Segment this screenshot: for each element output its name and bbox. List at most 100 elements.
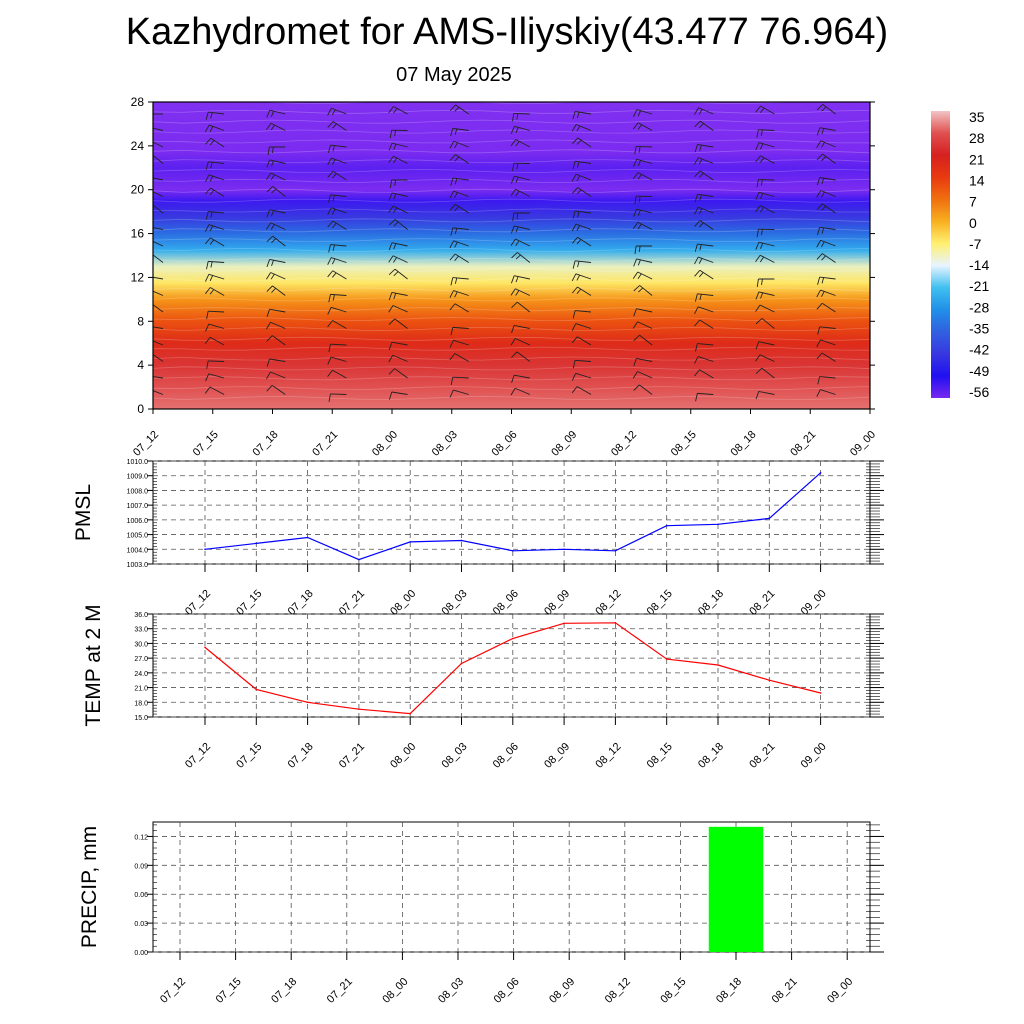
wind-barb (450, 277, 469, 286)
data-point (204, 548, 206, 551)
wind-barb (388, 219, 408, 230)
y-tick-label: 15.0 (134, 715, 148, 722)
wind-barb (388, 305, 408, 313)
x-tick-label: 08_09 (547, 976, 577, 1006)
wind-barb (571, 286, 592, 296)
wind-barb (633, 258, 653, 267)
data-point (306, 701, 309, 704)
x-tick-label: 08_06 (490, 429, 520, 459)
wind-barb (816, 389, 836, 397)
x-tick-label: 07_15 (214, 976, 244, 1006)
y-tick-label: 33.0 (134, 627, 148, 634)
wind-barb (572, 111, 592, 120)
wind-barb (205, 373, 225, 382)
wind-barb (204, 124, 225, 133)
wind-barb (571, 223, 592, 232)
contour-line (153, 317, 870, 322)
colorbar-label: 0 (969, 215, 977, 231)
wind-barb (632, 221, 653, 230)
x-tick-label: 08_09 (549, 429, 579, 459)
wind-barb (204, 174, 225, 183)
wind-barb (205, 111, 225, 120)
y-tick-label: 16 (131, 227, 145, 241)
wind-barb (266, 285, 286, 296)
wind-barb (572, 260, 592, 269)
wind-barb (755, 241, 775, 250)
wind-barb (694, 120, 714, 131)
data-point (563, 548, 565, 551)
x-tick-label: 08_15 (658, 976, 688, 1006)
temperature-field (153, 102, 870, 409)
contour-line (153, 297, 870, 302)
wind-barb (634, 145, 653, 155)
wind-barb (816, 190, 836, 198)
wind-barb (695, 392, 714, 402)
wind-barb (755, 105, 775, 115)
colorbar-label: 21 (969, 151, 985, 167)
wind-barb (327, 356, 347, 365)
wind-barb (153, 227, 164, 230)
wind-barb (266, 384, 286, 395)
data-point (460, 662, 463, 665)
wind-barb (206, 310, 225, 320)
x-tick-label: 08_18 (696, 588, 726, 618)
x-tick-label: 07_18 (286, 588, 316, 618)
wind-barb (449, 190, 469, 199)
y-tick-label: 24 (131, 139, 145, 153)
wind-barb (449, 290, 469, 298)
x-tick-label: 08_09 (542, 741, 572, 771)
wind-barb (632, 371, 653, 379)
wind-barb (571, 336, 592, 346)
wind-barb (153, 376, 164, 379)
warm-spot (475, 362, 787, 409)
wind-barb (450, 127, 469, 137)
y-axis-label: TEMP at 2 M (82, 604, 105, 726)
x-tick-label: 07_18 (286, 741, 316, 771)
wind-barb (755, 341, 775, 350)
data-point (665, 524, 668, 527)
wind-barb (571, 236, 592, 247)
wind-barb (755, 142, 775, 151)
wind-barb (449, 303, 469, 313)
wind-barb (153, 304, 164, 313)
x-tick-label: 08_00 (388, 588, 418, 618)
wind-barb (632, 122, 653, 131)
wind-barb (388, 142, 408, 151)
wind-barb (510, 188, 531, 197)
wind-barb (153, 113, 163, 115)
contour-line (153, 139, 870, 144)
data-point (358, 708, 360, 710)
wind-barb (328, 293, 347, 303)
colorbar-label: -28 (969, 299, 989, 315)
x-tick-label: 09_00 (799, 741, 829, 771)
data-point (255, 688, 258, 691)
wind-barb (817, 226, 836, 236)
wind-barb (328, 244, 347, 253)
wind-barb (694, 170, 714, 181)
data-point (819, 692, 822, 694)
wind-barb (204, 287, 225, 296)
wind-barb (327, 207, 347, 216)
wind-barb (510, 139, 531, 148)
x-tick-label: 08_09 (542, 588, 572, 618)
wind-barb (388, 341, 408, 350)
wind-barb (571, 173, 592, 182)
wind-barb (816, 104, 836, 115)
wind-barb (153, 127, 164, 131)
x-tick-label: 08_06 (491, 741, 521, 771)
wind-barb (816, 153, 836, 164)
colorbar-label: 35 (969, 109, 985, 125)
wind-barb (571, 372, 592, 381)
wind-barb (327, 320, 347, 329)
x-tick-label: 07_12 (183, 588, 213, 618)
x-tick-label: 07_15 (234, 741, 264, 771)
wind-barb (633, 358, 653, 367)
wind-barb (634, 245, 653, 254)
wind-barb (694, 107, 714, 115)
x-tick-label: 09_00 (848, 429, 878, 459)
contour-line (153, 366, 870, 371)
x-tick-label: 08_03 (440, 588, 470, 618)
wind-barb (449, 389, 469, 398)
wind-barb (510, 225, 530, 234)
x-tick-label: 08_00 (380, 976, 410, 1006)
